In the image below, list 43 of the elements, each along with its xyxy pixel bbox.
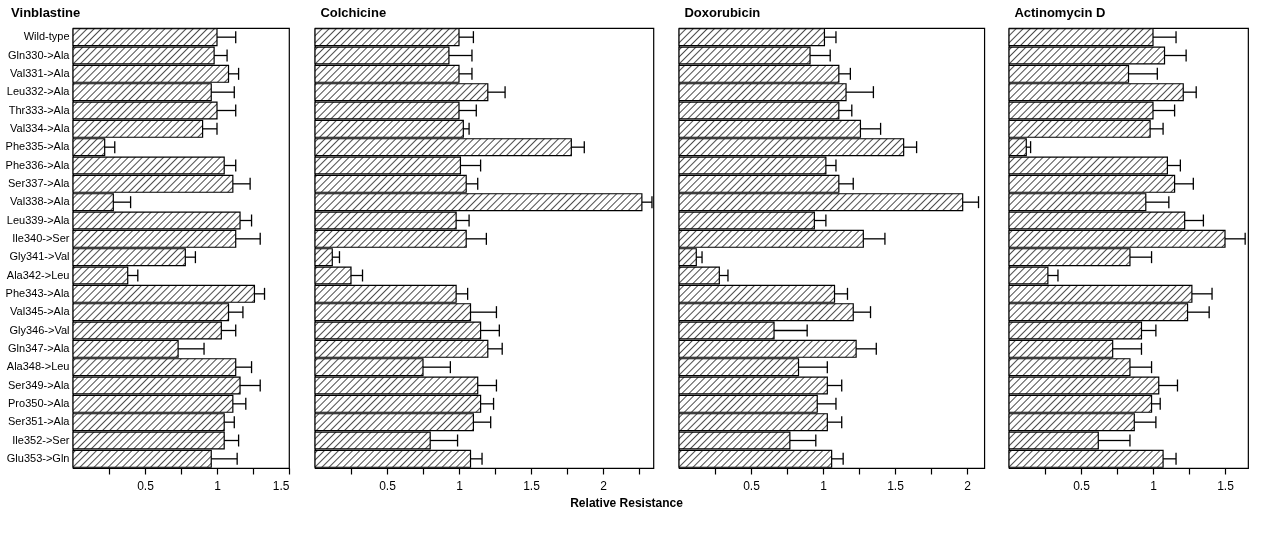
chart-title: Colchicine bbox=[320, 5, 387, 20]
y-tick-label: Phe343->Ala bbox=[5, 286, 71, 299]
x-tick-label: 1 bbox=[214, 478, 222, 493]
y-tick-label: Leu339->Ala bbox=[6, 213, 71, 226]
y-tick-label: Ile352->Ser bbox=[12, 433, 70, 446]
x-tick-label: 1.5 bbox=[523, 478, 541, 493]
y-tick-label: Val331->Ala bbox=[10, 66, 71, 79]
x-tick-label: 2 bbox=[600, 478, 608, 493]
y-tick-label: Val334->Ala bbox=[10, 121, 71, 134]
y-tick-label: Pro350->Ala bbox=[8, 396, 71, 409]
x-tick-label: 2 bbox=[964, 478, 972, 493]
y-tick-label: Ile340->Ser bbox=[12, 231, 70, 244]
y-tick-label: Gln330->Ala bbox=[8, 48, 71, 61]
y-tick-label: Leu332->Ala bbox=[6, 85, 71, 98]
y-tick-label: Thr333->Ala bbox=[8, 103, 71, 116]
x-axis-title: Relative Resistance bbox=[570, 495, 684, 510]
y-tick-label: Val345->Ala bbox=[10, 305, 71, 318]
y-tick-label: Val338->Ala bbox=[10, 195, 71, 208]
x-tick-label: 1 bbox=[820, 478, 828, 493]
y-tick-label: Gly341->Val bbox=[9, 250, 70, 263]
x-tick-label: 0.5 bbox=[743, 478, 761, 493]
x-tick-label: 1.5 bbox=[272, 478, 290, 493]
chart-title: Doxorubicin bbox=[684, 5, 761, 20]
y-tick-label: Ala342->Leu bbox=[6, 268, 70, 281]
x-tick-label: 1 bbox=[456, 478, 464, 493]
x-tick-label: 1.5 bbox=[1217, 478, 1235, 493]
x-tick-label: 0.5 bbox=[137, 478, 155, 493]
x-tick-label: 1.5 bbox=[887, 478, 905, 493]
x-tick-label: 1 bbox=[1150, 478, 1158, 493]
y-tick-label: Gly346->Val bbox=[9, 323, 70, 336]
x-tick-label: 0.5 bbox=[379, 478, 397, 493]
y-tick-label: Phe335->Ala bbox=[5, 140, 71, 153]
y-tick-label: Phe336->Ala bbox=[5, 158, 71, 171]
chart-title: Actinomycin D bbox=[1014, 5, 1106, 20]
y-tick-label: Ser337->Ala bbox=[8, 176, 71, 189]
x-tick-label: 0.5 bbox=[1073, 478, 1091, 493]
chart-title: Vinblastine bbox=[11, 5, 81, 20]
y-tick-label: Ser351->Ala bbox=[8, 415, 71, 428]
y-tick-label: Wild-type bbox=[23, 30, 70, 43]
y-tick-label: Gln347->Ala bbox=[8, 341, 71, 354]
y-tick-label: Ser349->Ala bbox=[8, 378, 71, 391]
y-tick-label: Glu353->Gln bbox=[6, 451, 70, 464]
y-tick-label: Ala348->Leu bbox=[6, 360, 70, 373]
